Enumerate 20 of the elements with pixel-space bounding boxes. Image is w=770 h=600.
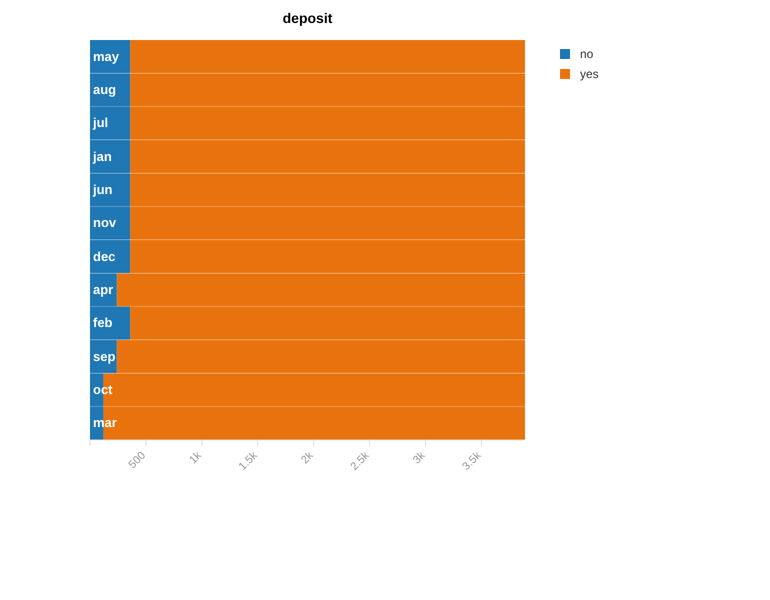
y-tick-label: nov bbox=[93, 214, 116, 232]
y-tick-label: may bbox=[93, 48, 120, 66]
x-tick-label: 2k bbox=[299, 449, 316, 466]
y-tick-label: aug bbox=[93, 81, 116, 99]
x-tick-label: 3k bbox=[410, 449, 428, 466]
x-tick-label: 2.5k bbox=[348, 449, 372, 473]
x-tick-label: 3.5k bbox=[460, 449, 484, 473]
y-tick-label: jul bbox=[93, 114, 108, 132]
chart-title: deposit bbox=[282, 10, 334, 26]
y-tick-label: feb bbox=[93, 314, 112, 332]
x-tick-label: 500 bbox=[126, 450, 148, 472]
y-tick-label: jun bbox=[93, 181, 112, 199]
x-tick-label: 1k bbox=[187, 449, 204, 466]
y-tick-label: apr bbox=[93, 281, 114, 299]
y-tick-label: sep bbox=[93, 348, 116, 366]
y-tick-label: jan bbox=[93, 148, 112, 166]
legend-label: no bbox=[580, 47, 594, 61]
y-tick-label: dec bbox=[93, 248, 116, 266]
x-tick-label: 1.5k bbox=[236, 449, 260, 473]
legend-label: yes bbox=[580, 67, 599, 81]
